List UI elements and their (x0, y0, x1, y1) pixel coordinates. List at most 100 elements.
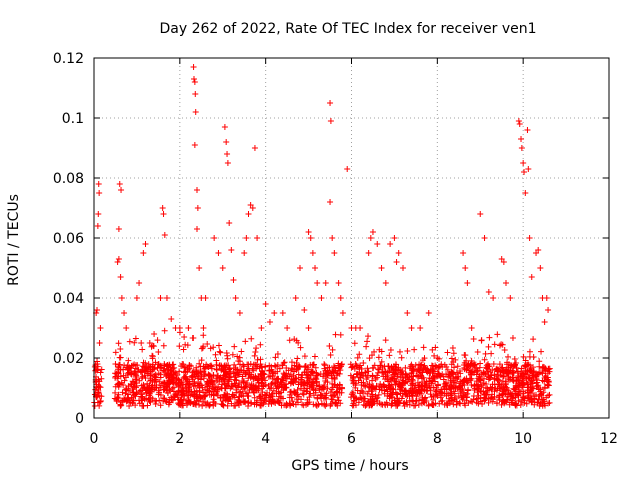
data-point (170, 374, 177, 381)
data-point (353, 395, 360, 402)
data-point (140, 250, 147, 256)
data-point (355, 399, 362, 406)
data-point (244, 361, 251, 368)
data-point (543, 295, 550, 301)
data-point (354, 371, 361, 378)
data-point (250, 389, 257, 396)
data-point (370, 384, 377, 391)
data-point (305, 372, 312, 379)
data-point (283, 381, 290, 388)
data-point (161, 327, 168, 334)
data-point (505, 391, 512, 398)
data-point (481, 356, 488, 363)
data-point (188, 373, 195, 380)
data-point (322, 402, 329, 409)
data-point (515, 118, 522, 124)
data-point (329, 235, 336, 241)
data-point (247, 374, 254, 381)
y-tick-label: 0.08 (53, 171, 84, 187)
data-point (541, 384, 548, 391)
data-point (391, 375, 398, 382)
data-point (217, 374, 224, 381)
data-point (533, 373, 540, 380)
data-point (489, 367, 496, 374)
data-point (132, 365, 139, 372)
data-point (123, 364, 130, 371)
data-point (468, 325, 475, 331)
data-point (163, 295, 170, 301)
data-point (293, 359, 300, 366)
data-point (509, 374, 516, 381)
data-point (204, 341, 211, 348)
data-point (528, 384, 535, 391)
data-point (239, 373, 246, 380)
data-point (365, 333, 372, 340)
data-point (138, 340, 145, 346)
data-point (357, 325, 364, 331)
y-tick-label: 0.12 (53, 51, 84, 67)
data-point (212, 400, 219, 407)
data-point (178, 362, 185, 369)
data-point (482, 392, 489, 399)
data-point (245, 211, 252, 217)
data-point (448, 383, 455, 390)
data-point (362, 369, 369, 376)
data-point (235, 393, 242, 400)
data-point (149, 342, 156, 349)
data-point (187, 392, 194, 399)
data-point (317, 370, 324, 377)
data-point (445, 374, 452, 381)
data-point (288, 365, 295, 372)
data-point (375, 366, 382, 373)
data-point (443, 386, 450, 393)
data-point (231, 343, 238, 350)
data-point (229, 351, 236, 358)
data-point (366, 355, 373, 362)
data-point (219, 401, 226, 408)
data-point (191, 142, 198, 148)
data-point (461, 400, 468, 407)
data-point (131, 369, 138, 376)
data-point (219, 265, 226, 271)
data-point (149, 382, 156, 389)
data-point (409, 377, 416, 384)
data-point (190, 368, 197, 375)
data-point (421, 355, 428, 362)
data-point (545, 400, 552, 407)
data-point (510, 378, 517, 385)
data-point (132, 402, 139, 409)
data-point (159, 380, 166, 387)
data-point (181, 334, 188, 340)
data-point (120, 366, 127, 373)
data-point (295, 379, 302, 386)
data-point (404, 347, 411, 354)
data-point (485, 343, 492, 350)
data-point (432, 378, 439, 385)
data-point (546, 368, 553, 375)
data-point (518, 136, 525, 142)
data-point (94, 358, 101, 365)
data-point (250, 361, 257, 368)
data-point (425, 402, 432, 409)
data-point (327, 351, 334, 358)
data-point (534, 398, 541, 405)
data-point (130, 389, 137, 396)
data-point (157, 392, 164, 399)
data-point (118, 295, 125, 301)
data-point (142, 360, 149, 367)
data-point (226, 373, 233, 380)
data-point (147, 372, 154, 379)
y-tick-label: 0.1 (62, 111, 84, 127)
data-point (437, 363, 444, 370)
data-point (193, 364, 200, 371)
data-point (181, 364, 188, 371)
data-point (95, 389, 102, 396)
data-point (168, 316, 175, 322)
data-point (415, 382, 422, 389)
data-point (211, 235, 218, 241)
data-point (279, 362, 286, 369)
data-point (228, 400, 235, 407)
data-point (179, 384, 186, 391)
data-point (473, 399, 480, 406)
data-point (139, 394, 146, 401)
